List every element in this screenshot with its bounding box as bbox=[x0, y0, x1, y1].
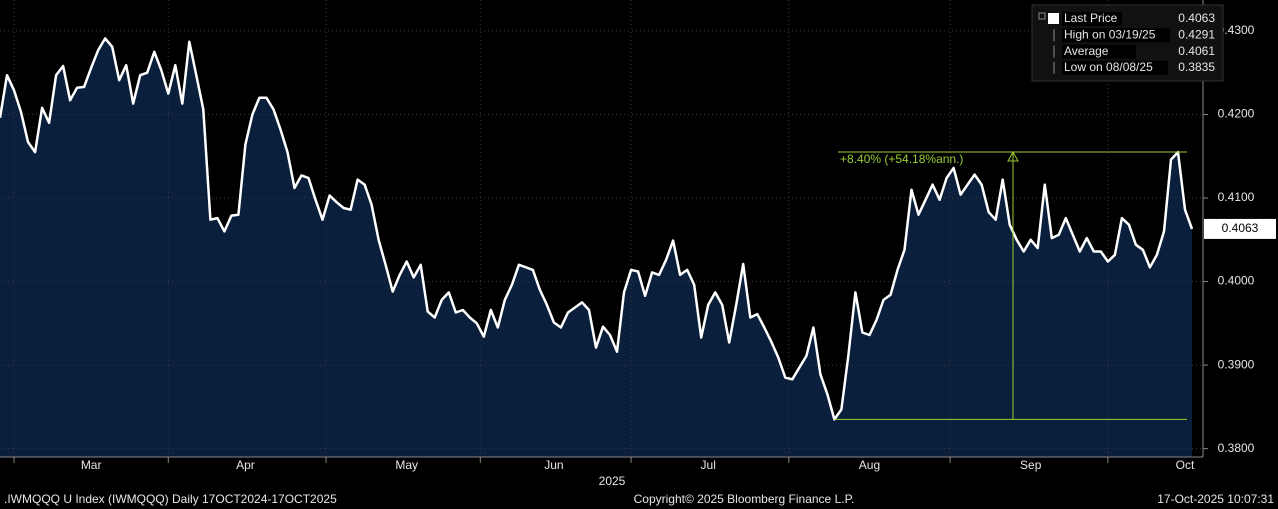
footer-center: Copyright© 2025 Bloomberg Finance L.P. bbox=[634, 492, 855, 506]
x-tick-label: Jun bbox=[544, 458, 563, 472]
legend-label-bg bbox=[1062, 12, 1122, 26]
legend-label: Last Price bbox=[1064, 11, 1118, 25]
y-tick-label: 0.4100 bbox=[1218, 190, 1255, 204]
last-price-tag bbox=[1204, 218, 1276, 239]
annotation-arrowhead bbox=[1007, 151, 1019, 162]
x-tick-label: Mar bbox=[81, 458, 102, 472]
y-tick-label: 0.3800 bbox=[1218, 441, 1255, 455]
legend-value: 0.4063 bbox=[1178, 11, 1215, 25]
legend-label: Average bbox=[1064, 44, 1109, 58]
legend-icon bbox=[1038, 12, 1046, 20]
footer-right: 17-Oct-2025 10:07:31 bbox=[1157, 492, 1274, 506]
legend-label-bg bbox=[1062, 28, 1170, 43]
annotation-text: +8.40% (+54.18%ann.) bbox=[840, 152, 963, 166]
y-tick-label: 0.4200 bbox=[1218, 107, 1255, 121]
last-price-label: 0.4063 bbox=[1222, 221, 1259, 235]
y-tick-label: 0.4000 bbox=[1218, 274, 1255, 288]
x-axis-label: 2025 bbox=[599, 474, 626, 488]
legend-label-bg bbox=[1062, 60, 1168, 75]
line bbox=[0, 37, 1194, 421]
legend-label-bg bbox=[1062, 44, 1136, 59]
x-tick-label: Apr bbox=[236, 458, 255, 472]
legend-value: 0.4061 bbox=[1178, 44, 1215, 58]
y-tick-label: 0.3900 bbox=[1218, 357, 1255, 371]
x-tick-label: Jul bbox=[701, 458, 716, 472]
legend-marker bbox=[1048, 13, 1059, 24]
legend-value: 0.3835 bbox=[1178, 60, 1215, 74]
legend-label: Low on 08/08/25 bbox=[1064, 60, 1153, 74]
x-tick-label: Aug bbox=[859, 458, 880, 472]
legend-label: High on 03/19/25 bbox=[1064, 27, 1156, 41]
y-tick-label: 0.4300 bbox=[1218, 23, 1255, 37]
legend-value: 0.4291 bbox=[1178, 27, 1215, 41]
area bbox=[0, 38, 1192, 458]
x-tick-label: May bbox=[395, 458, 418, 472]
x-tick-label: Sep bbox=[1020, 458, 1042, 472]
x-tick-label: Oct bbox=[1176, 458, 1195, 472]
footer-left: .IWMQQQ U Index (IWMQQQ) Daily 17OCT2024… bbox=[4, 492, 337, 506]
